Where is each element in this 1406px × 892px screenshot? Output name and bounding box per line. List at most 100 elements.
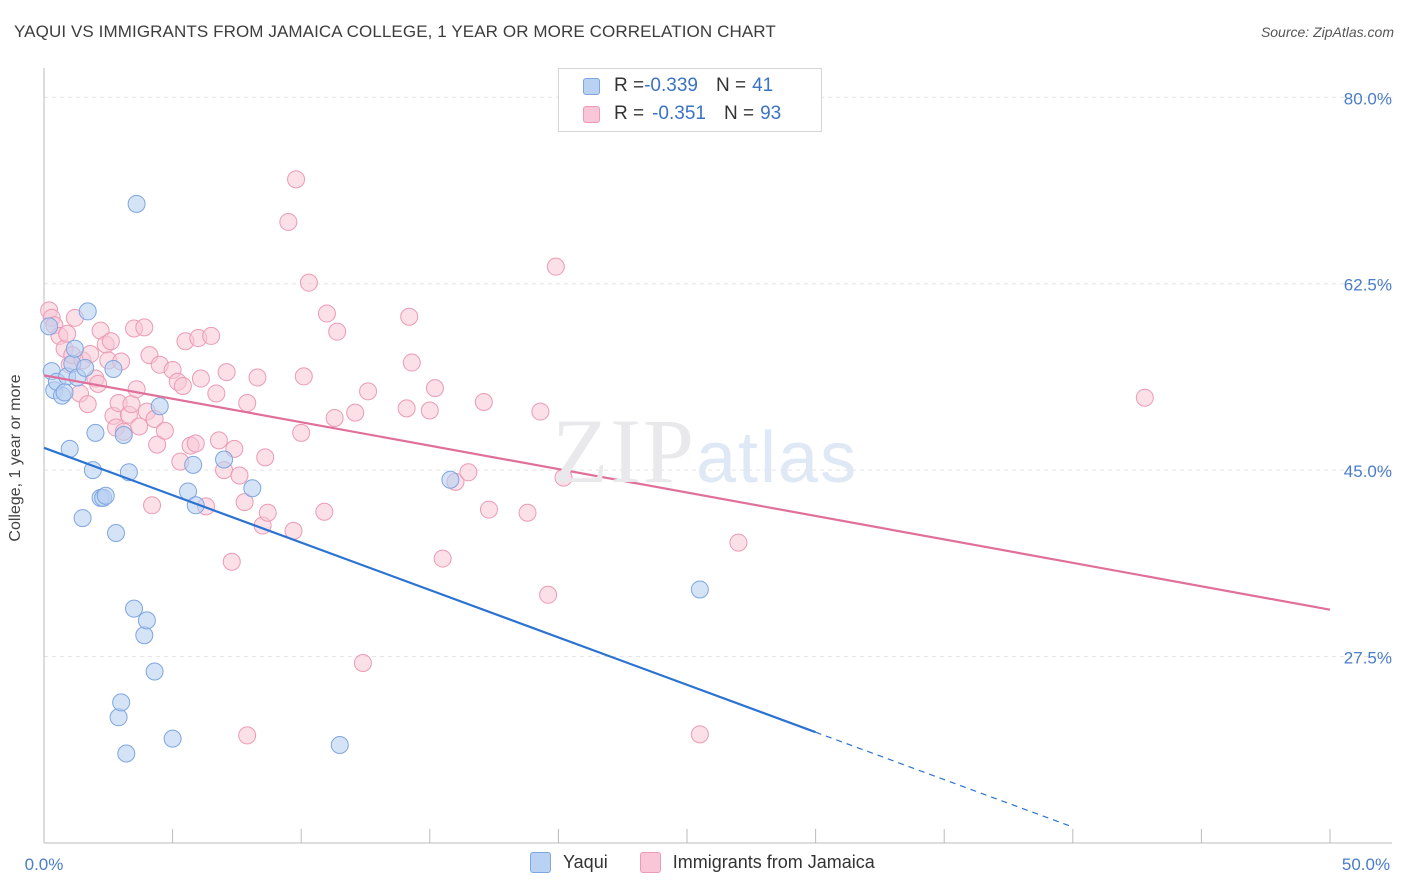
- data-point-jamaica: [294, 367, 313, 386]
- x-tick-label: 50.0%: [1342, 855, 1390, 874]
- yaqui-legend-swatch: [530, 852, 551, 873]
- data-point-jamaica: [1135, 388, 1154, 407]
- series-legend: Yaqui Immigrants from Jamaica: [530, 852, 907, 873]
- data-point-jamaica: [287, 170, 306, 189]
- data-point-jamaica: [531, 402, 550, 421]
- data-point-jamaica: [78, 395, 97, 414]
- data-point-jamaica: [518, 503, 537, 522]
- data-point-yaqui: [55, 383, 74, 402]
- legend-row-yaqui: R = -0.339 N = 41: [583, 72, 773, 100]
- data-point-yaqui: [104, 359, 123, 378]
- data-point-jamaica: [729, 533, 748, 552]
- data-point-yaqui: [330, 735, 349, 754]
- data-point-jamaica: [420, 401, 439, 420]
- r-label: R =: [614, 103, 645, 124]
- data-point-yaqui: [107, 524, 126, 543]
- data-point-yaqui: [65, 339, 84, 358]
- data-point-jamaica: [155, 421, 174, 440]
- data-point-jamaica: [328, 322, 347, 341]
- jamaica-legend-swatch: [639, 852, 661, 873]
- y-tick-label: 62.5%: [1344, 276, 1392, 295]
- data-point-yaqui: [86, 423, 105, 442]
- y-tick-label: 27.5%: [1344, 649, 1392, 668]
- data-point-yaqui: [215, 450, 234, 469]
- data-point-yaqui: [78, 302, 97, 321]
- data-point-jamaica: [202, 326, 221, 345]
- data-point-jamaica: [459, 463, 478, 482]
- data-point-jamaica: [325, 408, 344, 427]
- data-point-jamaica: [292, 423, 311, 442]
- data-point-jamaica: [207, 384, 226, 403]
- yaqui-swatch: [583, 77, 600, 95]
- data-point-yaqui: [145, 662, 164, 681]
- data-point-jamaica: [217, 363, 236, 382]
- data-point-jamaica: [359, 382, 378, 401]
- chart-title: YAQUI VS IMMIGRANTS FROM JAMAICA COLLEGE…: [14, 22, 776, 41]
- trendline-jamaica: [43, 374, 1331, 611]
- y-tick-label: 45.0%: [1344, 462, 1392, 481]
- data-point-jamaica: [173, 376, 192, 395]
- legend-item-yaqui: Yaqui: [530, 852, 608, 873]
- data-point-jamaica: [353, 653, 372, 672]
- data-point-jamaica: [402, 353, 421, 372]
- data-point-yaqui: [127, 194, 146, 213]
- data-point-jamaica: [315, 502, 334, 521]
- data-point-jamaica: [433, 549, 452, 568]
- data-point-jamaica: [127, 380, 146, 399]
- data-point-jamaica: [148, 435, 167, 454]
- y-axis-label: College, 1 year or more: [7, 374, 24, 542]
- data-point-jamaica: [317, 304, 336, 323]
- data-point-jamaica: [209, 431, 228, 450]
- data-point-yaqui: [109, 708, 128, 727]
- n-label: N =: [715, 75, 747, 96]
- legend-label-jamaica: Immigrants from Jamaica: [672, 852, 875, 872]
- data-point-yaqui: [76, 358, 95, 377]
- data-point-yaqui: [163, 729, 182, 748]
- data-point-jamaica: [230, 466, 249, 485]
- n-label: N =: [723, 103, 755, 124]
- data-point-jamaica: [222, 552, 241, 571]
- data-point-yaqui: [441, 470, 460, 489]
- data-point-jamaica: [400, 307, 419, 326]
- trendline-yaqui: [43, 446, 816, 734]
- data-point-jamaica: [143, 496, 162, 515]
- watermark: ZIPatlas: [552, 400, 859, 502]
- data-point-jamaica: [397, 399, 416, 418]
- data-point-jamaica: [135, 318, 154, 337]
- data-point-yaqui: [117, 744, 136, 763]
- trendline-yaqui-extension: [815, 731, 1074, 828]
- correlation-legend: R = -0.339 N = 41 R = -0.351 N = 93: [558, 68, 822, 132]
- data-point-yaqui: [243, 479, 262, 498]
- y-tick-label: 80.0%: [1344, 89, 1392, 108]
- data-point-jamaica: [122, 395, 141, 414]
- data-point-jamaica: [479, 500, 498, 519]
- data-point-jamaica: [546, 257, 565, 276]
- data-point-jamaica: [235, 493, 254, 512]
- data-point-jamaica: [690, 725, 709, 744]
- data-point-jamaica: [279, 212, 298, 231]
- legend-row-jamaica: R = -0.351 N = 93: [583, 100, 781, 128]
- data-point-yaqui: [112, 693, 131, 712]
- r-label: R =: [614, 75, 645, 96]
- r-value: -0.351: [652, 103, 706, 124]
- data-point-jamaica: [425, 379, 444, 398]
- data-point-jamaica: [101, 332, 120, 351]
- data-point-yaqui: [690, 580, 709, 599]
- data-point-jamaica: [256, 448, 275, 467]
- data-point-jamaica: [238, 726, 257, 745]
- data-point-jamaica: [238, 394, 257, 413]
- data-point-yaqui: [96, 486, 115, 505]
- source-credit: Source: ZipAtlas.com: [1260, 24, 1394, 40]
- data-point-jamaica: [191, 369, 210, 388]
- data-point-jamaica: [539, 585, 558, 604]
- data-point-jamaica: [474, 392, 493, 411]
- jamaica-swatch: [583, 105, 600, 123]
- data-point-yaqui: [150, 397, 169, 416]
- n-value: 93: [760, 103, 782, 124]
- data-point-yaqui: [135, 626, 154, 645]
- data-point-jamaica: [130, 417, 149, 436]
- data-point-yaqui: [125, 599, 144, 618]
- data-point-yaqui: [184, 455, 203, 474]
- data-point-yaqui: [83, 461, 102, 480]
